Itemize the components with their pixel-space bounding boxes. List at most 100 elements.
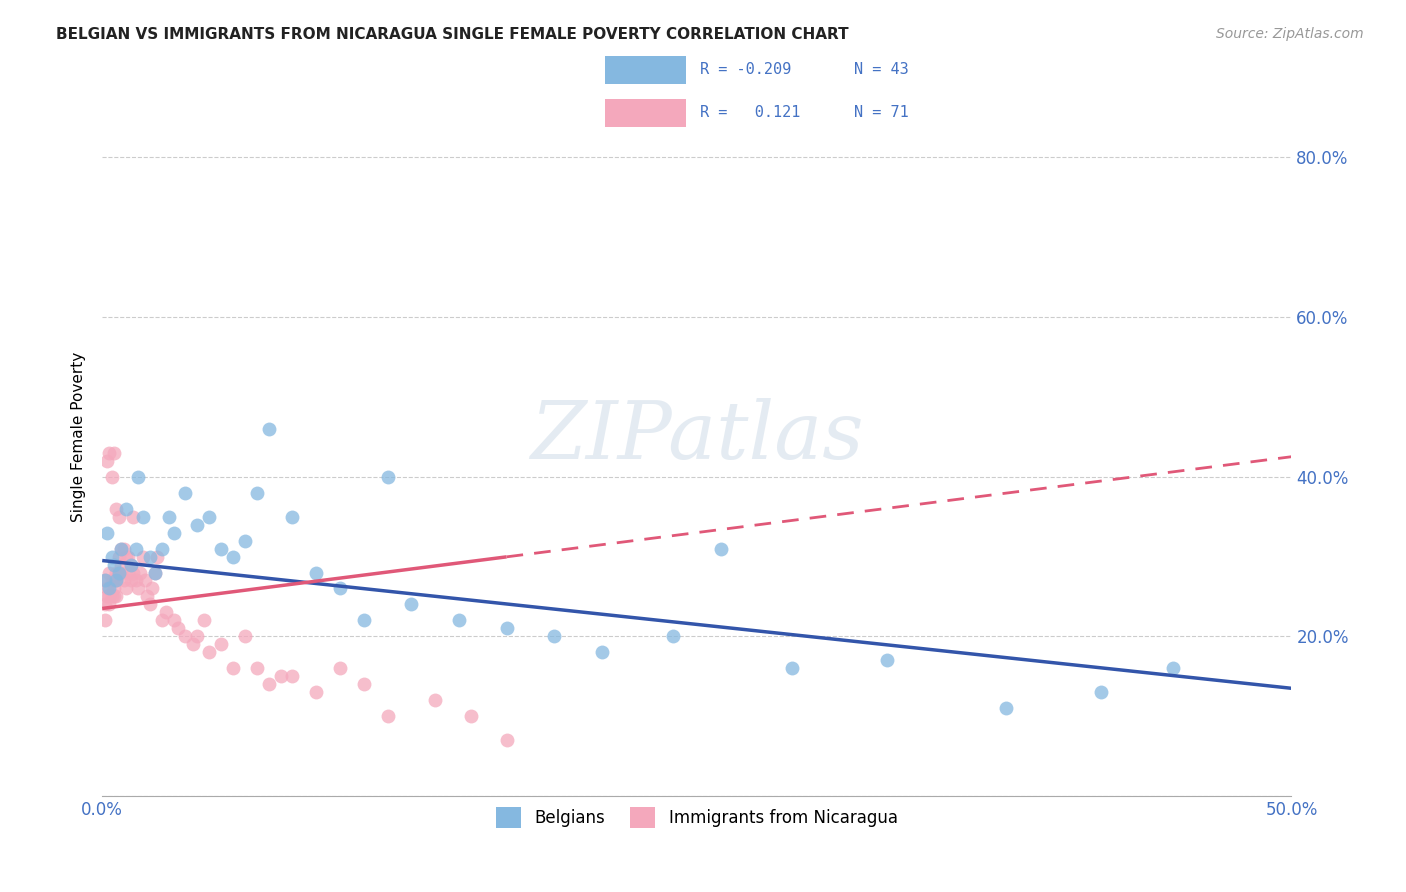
Point <box>186 517 208 532</box>
Point <box>100 590 122 604</box>
Point <box>115 582 138 596</box>
Y-axis label: Single Female Poverty: Single Female Poverty <box>72 351 86 522</box>
FancyBboxPatch shape <box>605 99 686 127</box>
Point <box>120 558 142 572</box>
Point <box>105 574 128 588</box>
Point <box>131 509 153 524</box>
Point <box>146 549 169 564</box>
Text: BELGIAN VS IMMIGRANTS FROM NICARAGUA SINGLE FEMALE POVERTY CORRELATION CHART: BELGIAN VS IMMIGRANTS FROM NICARAGUA SIN… <box>56 27 849 42</box>
Point <box>110 541 132 556</box>
Point <box>543 629 565 643</box>
Point <box>209 541 232 556</box>
Point <box>93 598 115 612</box>
Point <box>98 566 121 580</box>
Point <box>167 621 190 635</box>
Point <box>139 598 162 612</box>
Point <box>150 541 173 556</box>
Point <box>96 582 118 596</box>
Point <box>103 574 125 588</box>
Point <box>209 637 232 651</box>
Text: N = 71: N = 71 <box>853 105 908 120</box>
Point <box>103 558 125 572</box>
Point <box>127 582 149 596</box>
Point <box>110 558 132 572</box>
Point <box>127 469 149 483</box>
Point <box>425 693 447 707</box>
Point <box>96 525 118 540</box>
Point <box>110 541 132 556</box>
Point <box>98 590 121 604</box>
Point <box>329 582 352 596</box>
Point <box>305 566 328 580</box>
Point <box>447 614 470 628</box>
Point <box>995 701 1018 715</box>
Point <box>174 485 197 500</box>
Text: R = -0.209: R = -0.209 <box>700 62 792 77</box>
Point <box>162 525 184 540</box>
Point <box>281 509 304 524</box>
Point <box>115 501 138 516</box>
Point <box>98 446 121 460</box>
Point <box>100 574 122 588</box>
Point <box>139 549 162 564</box>
Point <box>460 709 482 723</box>
Text: R =   0.121: R = 0.121 <box>700 105 800 120</box>
Point <box>1090 685 1112 699</box>
Point <box>100 549 122 564</box>
Point <box>105 590 128 604</box>
Point <box>129 566 152 580</box>
Point <box>103 590 125 604</box>
Point <box>120 574 142 588</box>
Point <box>98 582 121 596</box>
Point <box>108 566 131 580</box>
Point <box>124 541 146 556</box>
Point <box>222 549 245 564</box>
Point <box>495 621 517 635</box>
Point <box>162 614 184 628</box>
Point <box>105 566 128 580</box>
Legend: Belgians, Immigrants from Nicaragua: Belgians, Immigrants from Nicaragua <box>489 801 904 835</box>
Point <box>353 677 375 691</box>
Point <box>96 590 118 604</box>
Point <box>246 485 269 500</box>
Point <box>96 454 118 468</box>
Point <box>257 677 280 691</box>
Point <box>134 574 156 588</box>
Point <box>110 566 132 580</box>
Point <box>233 533 256 548</box>
Point <box>103 582 125 596</box>
Point <box>198 509 221 524</box>
Point <box>1161 661 1184 675</box>
Point <box>780 661 803 675</box>
Point <box>222 661 245 675</box>
Point <box>257 422 280 436</box>
Point <box>120 558 142 572</box>
Point <box>143 566 166 580</box>
Text: ZIPatlas: ZIPatlas <box>530 398 863 475</box>
Point <box>246 661 269 675</box>
Point <box>117 549 139 564</box>
Point <box>117 566 139 580</box>
Point <box>662 629 685 643</box>
Point <box>186 629 208 643</box>
Point <box>150 614 173 628</box>
Point <box>143 566 166 580</box>
Point <box>281 669 304 683</box>
Point <box>377 709 399 723</box>
Point <box>710 541 733 556</box>
Point <box>93 574 115 588</box>
Text: N = 43: N = 43 <box>853 62 908 77</box>
Point <box>305 685 328 699</box>
Point <box>401 598 423 612</box>
Point <box>155 606 177 620</box>
Point <box>108 566 131 580</box>
Point <box>157 509 180 524</box>
Point <box>233 629 256 643</box>
Point <box>98 598 121 612</box>
Text: Source: ZipAtlas.com: Source: ZipAtlas.com <box>1216 27 1364 41</box>
Point <box>591 645 613 659</box>
Point <box>329 661 352 675</box>
Point <box>108 566 131 580</box>
Point <box>112 574 135 588</box>
Point <box>353 614 375 628</box>
